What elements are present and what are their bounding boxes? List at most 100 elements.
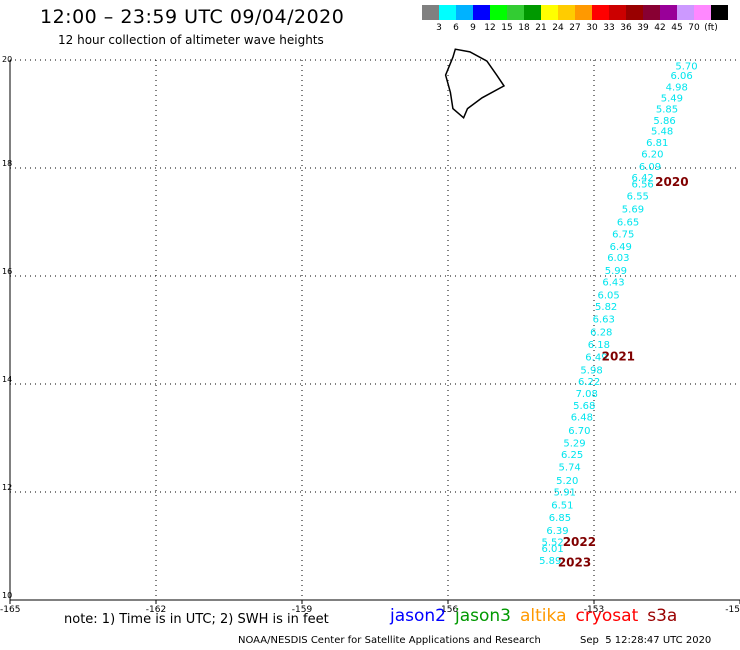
data-point-label: 6.55 <box>627 192 649 203</box>
chart-subtitle: 12 hour collection of altimeter wave hei… <box>58 33 324 47</box>
colorbar-label: 3 <box>436 23 442 33</box>
colorbar-swatch <box>626 5 643 20</box>
data-point-label: 5.49 <box>661 93 683 104</box>
y-tick-label: 16 <box>2 267 12 276</box>
colorbar-label: 39 <box>637 23 649 33</box>
footnote: note: 1) Time is in UTC; 2) SWH is in fe… <box>64 612 329 627</box>
data-point-label: 6.43 <box>602 277 624 288</box>
legend-item-altika: altika <box>520 606 567 626</box>
colorbar-swatch <box>711 5 728 20</box>
x-tick-label: -153 <box>584 605 604 615</box>
data-point-label: 5.69 <box>622 205 644 216</box>
colorbar-swatch <box>592 5 609 20</box>
y-tick-label: 14 <box>2 375 12 384</box>
x-tick-label: -162 <box>146 605 166 615</box>
colorbar-label: 33 <box>603 23 615 33</box>
colorbar-label: 15 <box>501 23 513 33</box>
colorbar-label: 6 <box>453 23 459 33</box>
data-point-label: 5.70 <box>675 61 697 72</box>
timestamp-text: Sep 5 12:28:47 UTC 2020 <box>580 635 712 646</box>
colorbar-label: 45 <box>671 23 683 33</box>
colorbar-label: 27 <box>569 23 581 33</box>
y-tick-label: 18 <box>2 159 12 168</box>
x-tick-label: -15 <box>725 605 740 615</box>
colorbar-swatch <box>507 5 524 20</box>
colorbar-label: 70 <box>688 23 700 33</box>
data-point-label: 6.85 <box>549 513 571 524</box>
island-outline <box>444 48 506 120</box>
colorbar-label: 24 <box>552 23 564 33</box>
data-point-label: 6.25 <box>561 450 583 461</box>
colorbar-swatch <box>558 5 575 20</box>
data-point-label: 6.01 <box>542 544 564 555</box>
data-point-label: 5.68 <box>573 401 595 412</box>
data-point-label: 6.18 <box>588 340 610 351</box>
data-point-label: 6.48 <box>571 412 593 423</box>
data-point-label: 6.49 <box>585 352 607 363</box>
colorbar-swatch <box>524 5 541 20</box>
colorbar-swatch <box>694 5 711 20</box>
data-point-label: 5.91 <box>554 487 576 498</box>
data-point-label: 6.63 <box>593 315 615 326</box>
x-tick-label: -156 <box>438 605 459 615</box>
data-point-label: 6.56 <box>632 180 654 191</box>
data-point-label: 6.65 <box>617 217 639 228</box>
data-point-label: 5.29 <box>563 438 585 449</box>
data-point-label: 7.08 <box>576 389 598 400</box>
legend-item-cryosat: cryosat <box>575 606 639 626</box>
data-point-label: 6.42 <box>632 173 654 184</box>
credit-text: NOAA/NESDIS Center for Satellite Applica… <box>238 635 541 646</box>
colorbar-label: 42 <box>654 23 666 33</box>
colorbar-swatch <box>439 5 456 20</box>
colorbar-swatch <box>575 5 592 20</box>
data-point-label: 5.20 <box>556 476 578 487</box>
colorbar-label: 21 <box>535 23 547 33</box>
data-point-label: 5.85 <box>656 105 678 116</box>
colorbar-swatch <box>490 5 507 20</box>
colorbar-label: (ft) <box>704 23 718 33</box>
data-point-label: 5.48 <box>651 127 673 138</box>
x-tick-label: -165 <box>0 605 20 615</box>
data-point-label: 6.06 <box>670 71 692 82</box>
legend-item-s3a: s3a <box>647 606 678 626</box>
y-tick-label: 12 <box>2 483 12 492</box>
time-mark-label: 2023 <box>558 556 591 570</box>
x-tick-label: -159 <box>292 605 313 615</box>
data-point-label: 6.81 <box>646 138 668 149</box>
colorbar-swatch <box>677 5 694 20</box>
data-point-label: 6.20 <box>641 149 663 160</box>
colorbar-swatch <box>456 5 473 20</box>
colorbar-swatch <box>609 5 626 20</box>
satellite-legend: jason2 jason3 altika cryosat s3a <box>390 606 686 626</box>
data-point-label: 5.82 <box>595 302 617 313</box>
colorbar-label: 18 <box>518 23 530 33</box>
time-mark-label: 2021 <box>602 349 635 363</box>
data-point-label: 6.70 <box>568 426 590 437</box>
colorbar-label: 30 <box>586 23 598 33</box>
colorbar-swatch <box>643 5 660 20</box>
data-point-label: 6.28 <box>590 328 612 339</box>
data-point-label: 6.05 <box>597 290 619 301</box>
data-point-label: 6.51 <box>551 500 573 511</box>
legend-item-jason2: jason2 <box>390 606 446 626</box>
data-point-label: 6.22 <box>578 377 600 388</box>
y-tick-label: 10 <box>2 591 12 600</box>
colorbar-swatch <box>422 5 439 20</box>
chart-title: 12:00 – 23:59 UTC 09/04/2020 <box>40 6 345 28</box>
colorbar-label: 9 <box>470 23 476 33</box>
colorbar-swatch <box>660 5 677 20</box>
data-point-label: 4.98 <box>666 82 688 93</box>
colorbar-label: 12 <box>484 23 496 33</box>
time-mark-label: 2022 <box>563 535 596 549</box>
data-point-label: 5.98 <box>580 365 602 376</box>
data-point-label: 6.49 <box>610 242 632 253</box>
y-tick-label: 20 <box>2 55 12 64</box>
data-point-label: 5.99 <box>605 266 627 277</box>
colorbar-label: 36 <box>620 23 632 33</box>
data-point-label: 6.75 <box>612 229 634 240</box>
legend-item-jason3: jason3 <box>455 606 511 626</box>
time-mark-label: 2020 <box>655 175 688 189</box>
data-point-label: 6.39 <box>546 526 568 537</box>
data-point-label: 5.86 <box>653 116 675 127</box>
